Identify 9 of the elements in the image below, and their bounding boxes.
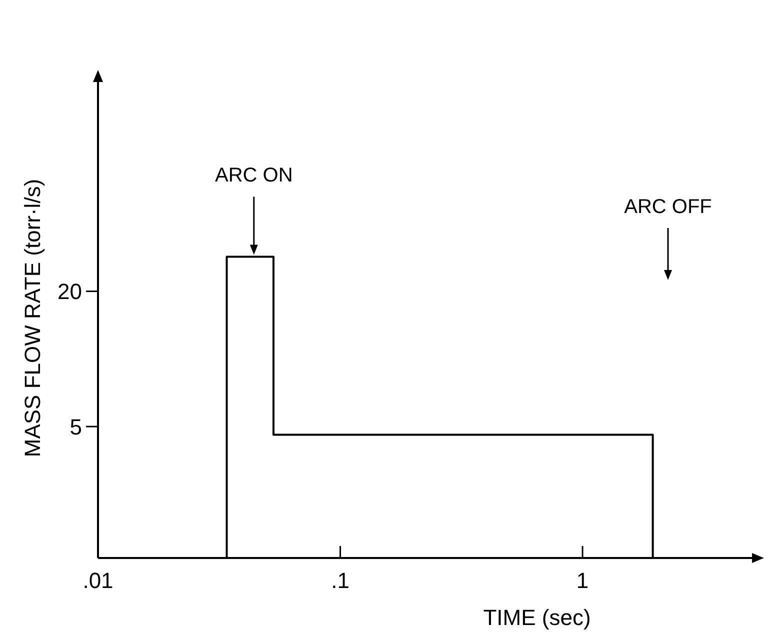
y-axis-title: MASS FLOW RATE (torr·l/s) (20, 178, 45, 458)
y-tick-label: 5 (70, 414, 82, 440)
x-tick-label: .01 (82, 568, 114, 593)
annotation: ARC OFF (624, 196, 712, 218)
x-tick-label: .1 (331, 568, 350, 593)
x-tick-label: 1 (576, 568, 589, 593)
x-axis-title: TIME (sec) (483, 605, 591, 630)
y-tick-label: 20 (58, 279, 82, 304)
annotation: ARC ON (214, 164, 293, 187)
